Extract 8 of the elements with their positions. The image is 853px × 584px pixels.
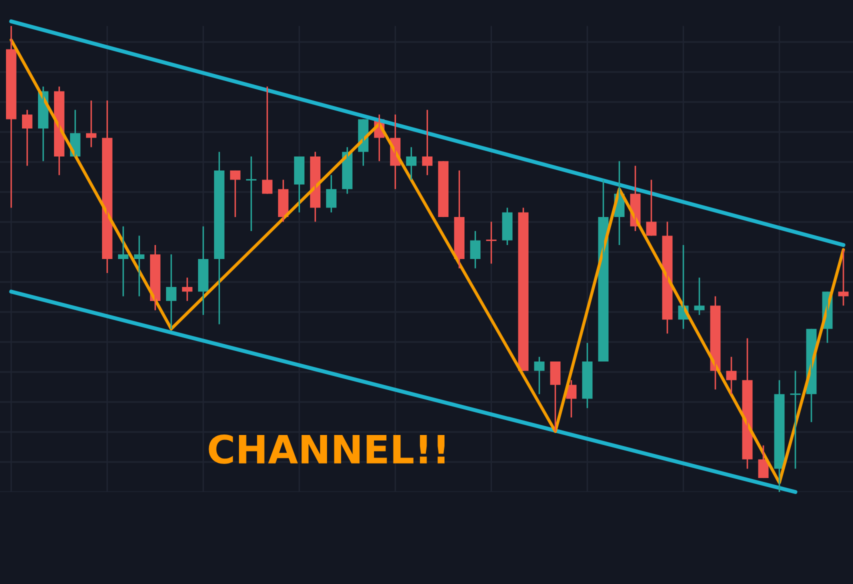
annotation: CHANNEL!! — [208, 434, 445, 464]
candlestick — [694, 276, 705, 316]
candlestick — [789, 370, 802, 470]
candlestick — [485, 221, 498, 264]
candlestick — [838, 248, 849, 306]
candlestick — [438, 160, 449, 218]
candlestick — [245, 156, 258, 232]
candlestick — [86, 100, 96, 148]
